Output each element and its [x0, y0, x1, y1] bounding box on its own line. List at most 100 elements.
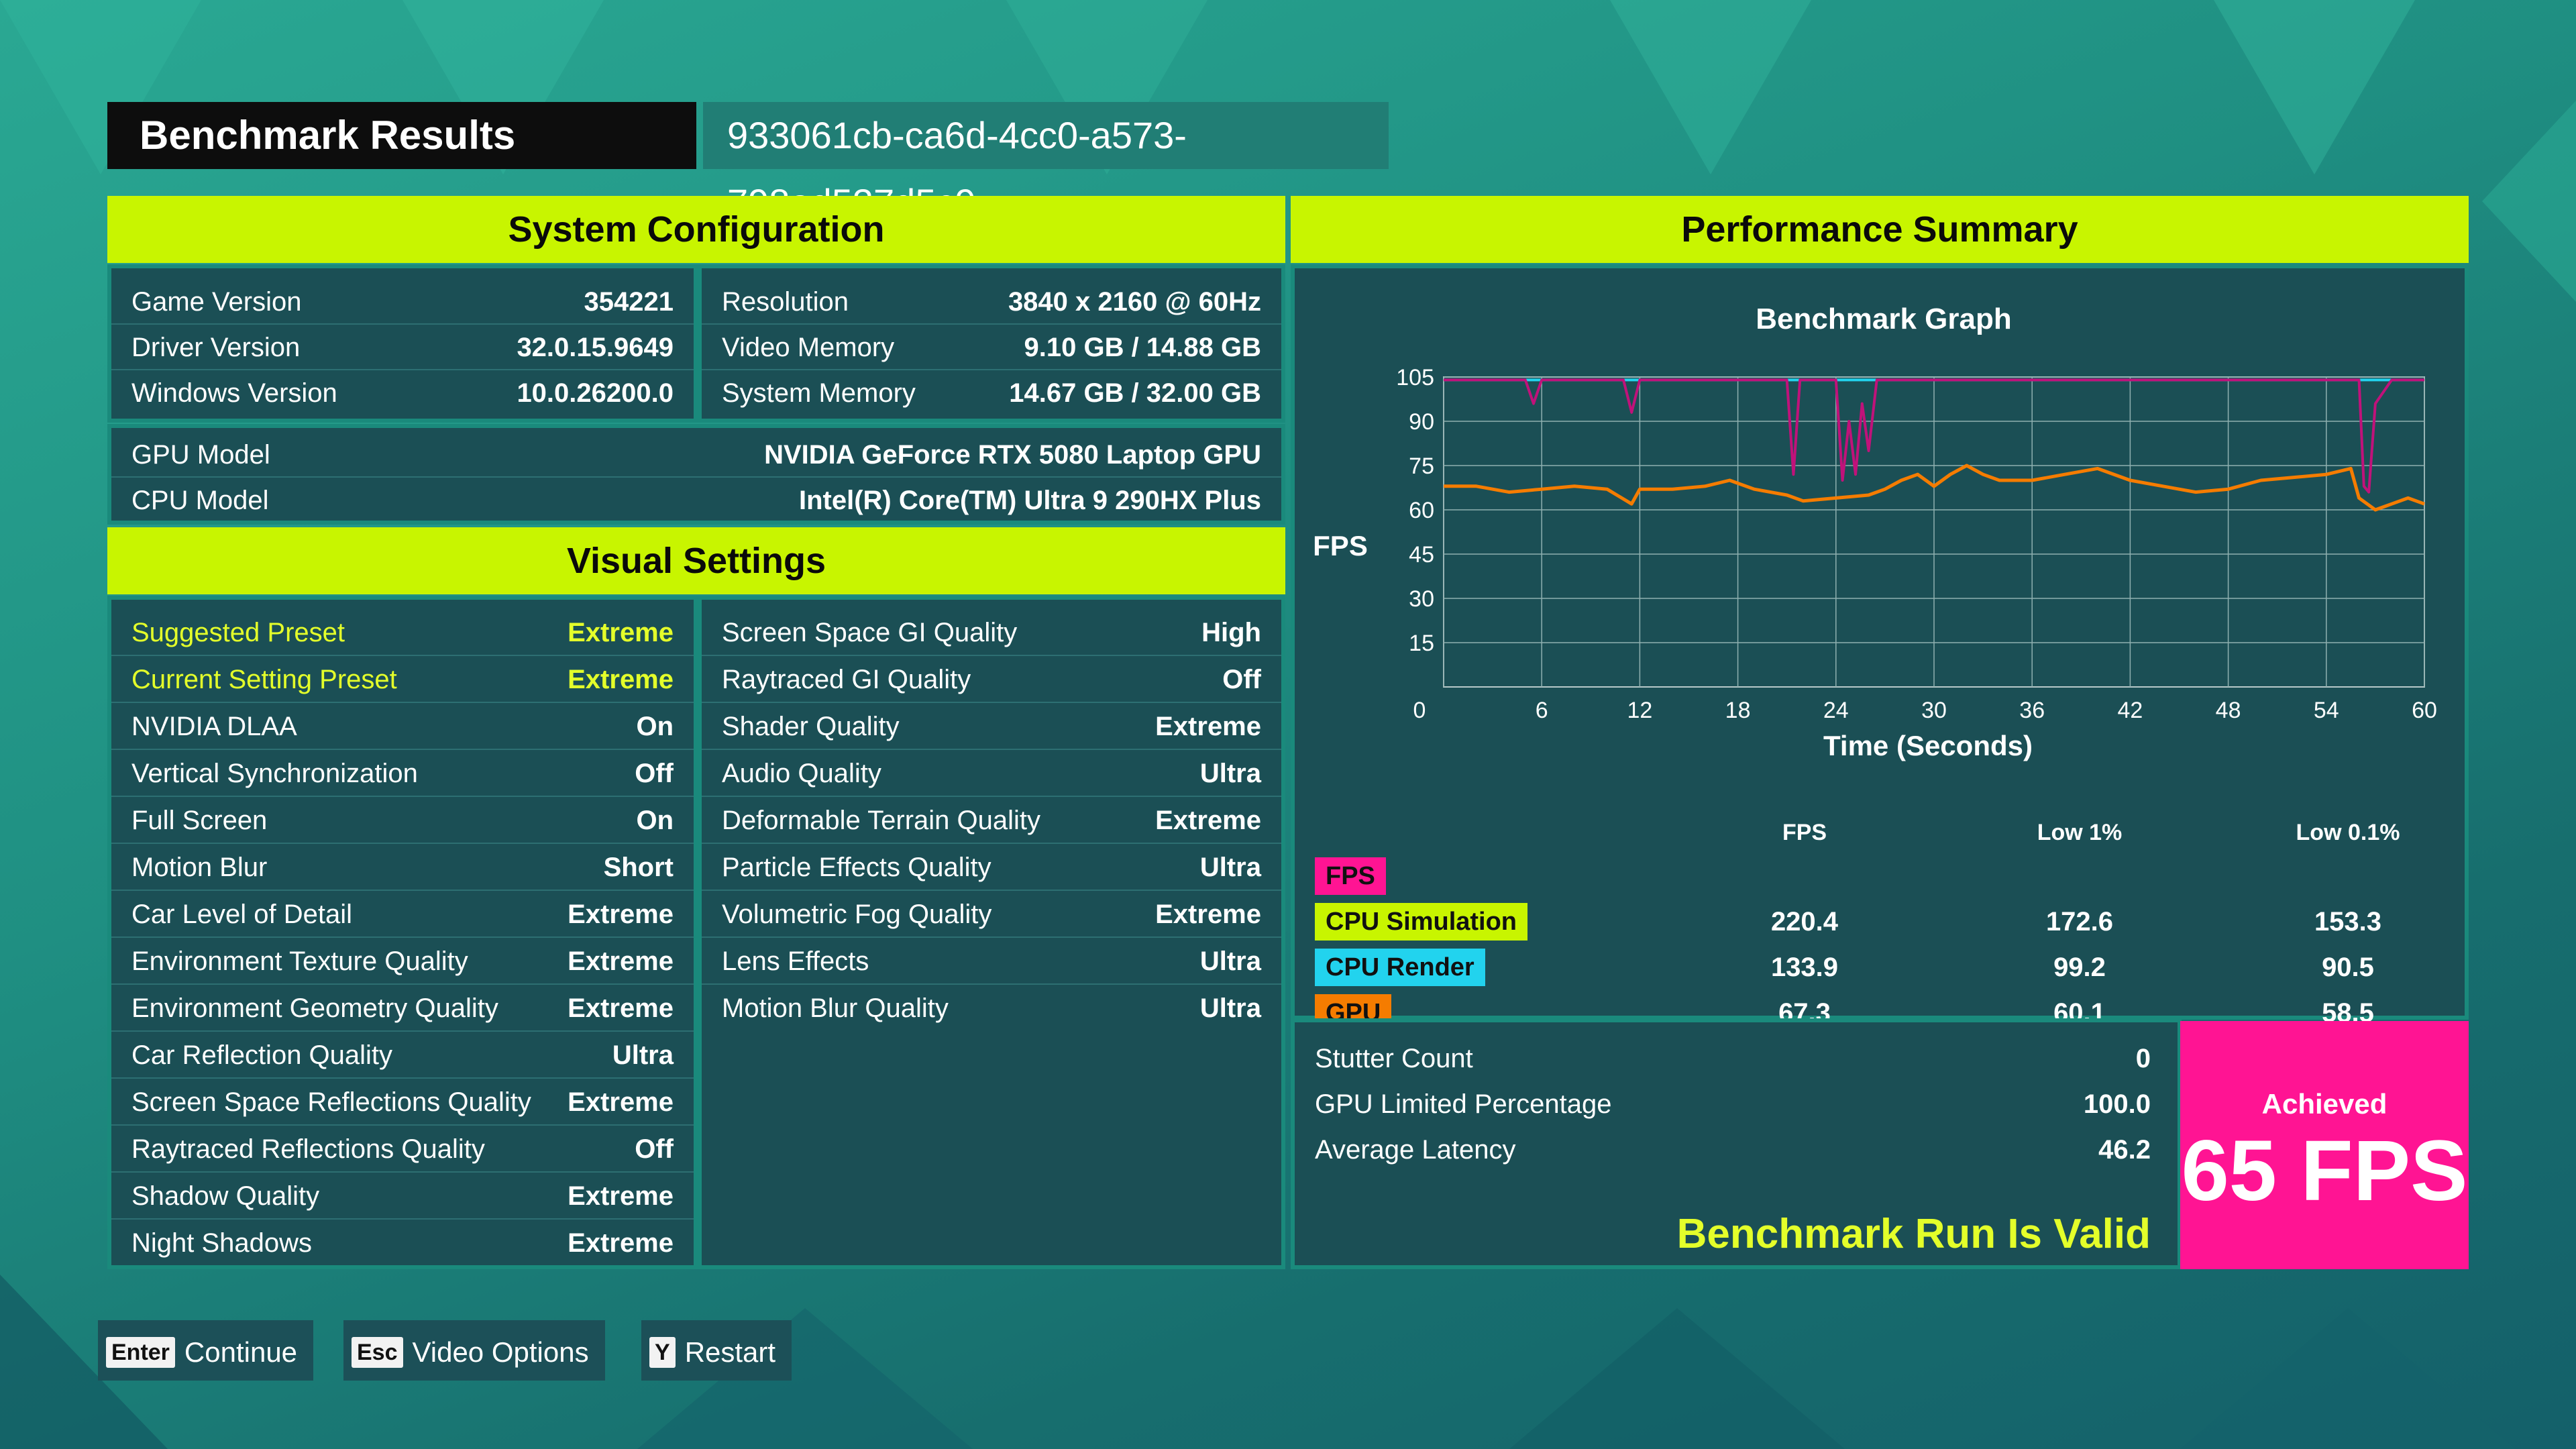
run-id: 933061cb-ca6d-4cc0-a573-798ad537d5c9	[703, 102, 1389, 223]
stat-cell: 90.5	[2322, 953, 2374, 982]
config-value: 32.0.15.9649	[517, 333, 674, 362]
system-config-left-panel: Game Version 354221 Driver Version 32.0.…	[107, 264, 698, 423]
video-options-label: Video Options	[412, 1336, 589, 1368]
series-line-gpu	[1444, 464, 2425, 512]
achieved-label: Achieved	[2261, 1088, 2387, 1120]
visual-setting-row: Volumetric Fog Quality Extreme	[702, 891, 1281, 938]
x-tick-label: 6	[1536, 698, 1548, 723]
setting-value: Off	[1222, 665, 1261, 694]
visual-setting-row: Particle Effects Quality Ultra	[702, 844, 1281, 891]
page-title: Benchmark Results	[107, 102, 696, 169]
config-label: Video Memory	[722, 333, 895, 362]
stat-value: 0	[2135, 1044, 2151, 1073]
config-label: CPU Model	[131, 486, 269, 515]
config-label: Resolution	[722, 287, 849, 317]
setting-label: Audio Quality	[722, 759, 881, 788]
visual-setting-row: Shader Quality Extreme	[702, 703, 1281, 750]
setting-value: Extreme	[1155, 900, 1261, 929]
achieved-value: 65 FPS	[2181, 1123, 2468, 1219]
setting-label: Full Screen	[131, 806, 268, 835]
config-value: 10.0.26200.0	[517, 378, 674, 408]
stat-cell: 153.3	[2314, 907, 2382, 936]
setting-label: Particle Effects Quality	[722, 853, 991, 882]
setting-label: Raytraced GI Quality	[722, 665, 971, 694]
visual-setting-row: Audio Quality Ultra	[702, 750, 1281, 797]
y-tick-label: 60	[1409, 498, 1434, 523]
x-tick-label: 0	[1413, 698, 1426, 723]
continue-button[interactable]: Enter Continue	[98, 1320, 314, 1381]
config-value: 3840 x 2160 @ 60Hz	[1008, 287, 1261, 317]
config-row-video-memory: Video Memory 9.10 GB / 14.88 GB	[702, 325, 1281, 370]
y-tick-label: 75	[1409, 453, 1434, 479]
stat-stutter-count: Stutter Count 0	[1295, 1036, 2178, 1081]
config-value: 354221	[584, 287, 674, 317]
system-configuration-header: System Configuration	[107, 196, 1285, 263]
setting-value: Extreme	[568, 994, 674, 1023]
setting-label: Screen Space Reflections Quality	[131, 1087, 531, 1117]
setting-value: Extreme	[568, 1087, 674, 1117]
setting-value: Extreme	[568, 1181, 674, 1211]
config-row-windows-version: Windows Version 10.0.26200.0	[111, 370, 694, 416]
visual-setting-row: Shadow Quality Extreme	[111, 1173, 694, 1220]
visual-setting-row: Raytraced Reflections Quality Off	[111, 1126, 694, 1173]
system-config-hardware-panel: GPU Model NVIDIA GeForce RTX 5080 Laptop…	[107, 424, 1285, 525]
config-label: System Memory	[722, 378, 916, 408]
setting-label: Raytraced Reflections Quality	[131, 1134, 485, 1164]
config-row-cpu-model: CPU Model Intel(R) Core(TM) Ultra 9 290H…	[111, 478, 1281, 523]
x-tick-label: 30	[1921, 698, 1947, 723]
legend-label: CPU Simulation	[1315, 903, 1528, 941]
chart-title: Benchmark Graph	[1756, 303, 2011, 335]
column-header-low-1: Low 1%	[2037, 820, 2123, 845]
setting-label: NVIDIA DLAA	[131, 712, 297, 741]
stat-label: Average Latency	[1315, 1135, 1516, 1165]
visual-setting-row: Suggested Preset Extreme	[111, 609, 694, 656]
y-tick-label: 30	[1409, 586, 1434, 612]
setting-value: Off	[635, 759, 674, 788]
legend-entry: CPU Render	[1315, 949, 1485, 986]
setting-label: Environment Geometry Quality	[131, 994, 498, 1023]
visual-setting-row: Night Shadows Extreme	[111, 1220, 694, 1267]
performance-summary-header: Performance Summary	[1291, 196, 2469, 263]
config-row-resolution: Resolution 3840 x 2160 @ 60Hz	[702, 279, 1281, 325]
stat-cell: 172.6	[2045, 907, 2114, 936]
legend-entry: FPS	[1315, 857, 1386, 895]
stat-cell: 99.2	[2053, 953, 2106, 982]
visual-setting-row: Raytraced GI Quality Off	[702, 656, 1281, 703]
column-header-fps: FPS	[1782, 820, 1827, 845]
setting-label: Suggested Preset	[131, 618, 345, 647]
config-label: Windows Version	[131, 378, 337, 408]
stat-cell: 220.4	[1770, 907, 1839, 936]
restart-button[interactable]: Y Restart	[641, 1320, 792, 1381]
benchmark-graph: Benchmark Graph FPS Time (Seconds) 15 30 4…	[1313, 303, 2437, 761]
y-tick-label: 45	[1409, 542, 1434, 568]
config-row-system-memory: System Memory 14.67 GB / 32.00 GB	[702, 370, 1281, 416]
esc-key-icon: Esc	[352, 1336, 403, 1368]
setting-value: Ultra	[1199, 947, 1261, 976]
setting-label: Shadow Quality	[131, 1181, 320, 1211]
legend-label: FPS	[1315, 857, 1386, 895]
config-row-game-version: Game Version 354221	[111, 279, 694, 325]
legend-entry: CPU Simulation	[1315, 903, 1528, 941]
setting-label: Night Shadows	[131, 1228, 313, 1258]
y-tick-label: 15	[1409, 631, 1434, 656]
legend-label: CPU Render	[1315, 949, 1485, 986]
config-row-gpu-model: GPU Model NVIDIA GeForce RTX 5080 Laptop…	[111, 432, 1281, 478]
setting-value: On	[636, 712, 674, 741]
visual-setting-row: Lens Effects Ultra	[702, 938, 1281, 985]
achieved-fps-badge: Achieved 65 FPS	[2180, 1021, 2469, 1269]
x-tick-label: 12	[1627, 698, 1652, 723]
video-options-button[interactable]: Esc Video Options	[343, 1320, 605, 1381]
y-tick-label: 90	[1409, 409, 1434, 435]
config-label: Game Version	[131, 287, 302, 317]
visual-settings-right-panel: Screen Space GI Quality High Raytraced GI …	[698, 596, 1285, 1269]
setting-label: Current Setting Preset	[131, 665, 397, 694]
continue-label: Continue	[184, 1336, 298, 1368]
setting-value: Ultra	[612, 1040, 674, 1070]
visual-settings-left-panel: Suggested Preset Extreme Current Setting P…	[107, 596, 698, 1269]
setting-label: Environment Texture Quality	[131, 947, 468, 976]
x-tick-label: 60	[2412, 698, 2437, 723]
x-tick-label: 24	[1823, 698, 1849, 723]
setting-label: Lens Effects	[722, 947, 869, 976]
stat-average-latency: Average Latency 46.2	[1295, 1127, 2178, 1173]
chart-x-axis-label: Time (Seconds)	[1823, 730, 2033, 761]
